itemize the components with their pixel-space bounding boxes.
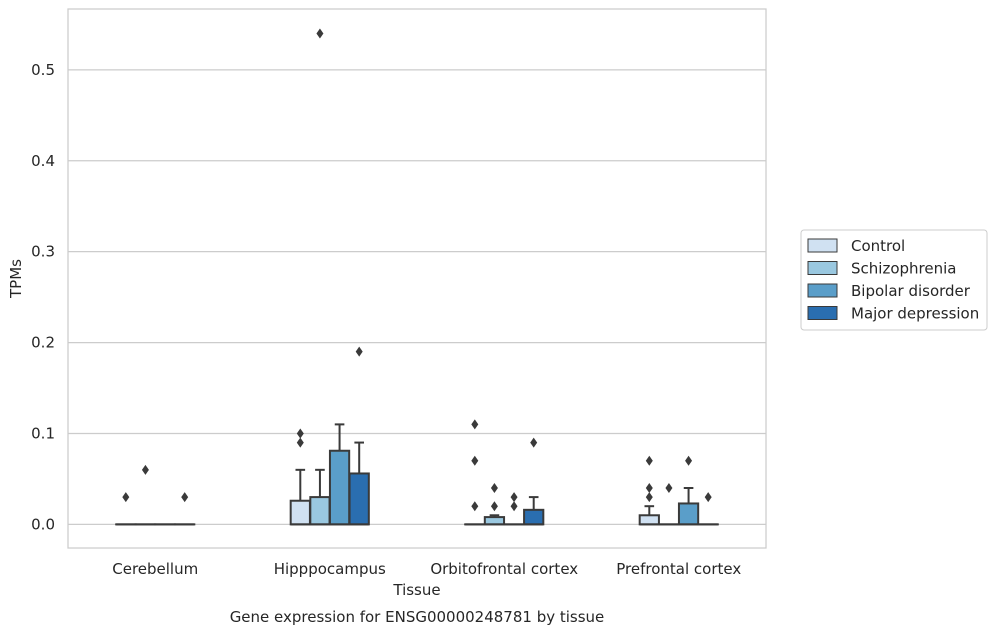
legend-frame [800, 229, 988, 331]
box-schizophrenia [134, 464, 157, 526]
box-schizophrenia [309, 28, 331, 526]
box-control [464, 419, 486, 526]
outlier-point [645, 492, 653, 503]
box-schizophrenia [658, 483, 680, 526]
box-control [115, 492, 137, 526]
legend: Control Schizophrenia Bipolar disorder Majo… [800, 229, 988, 331]
y-tick-label: 0.5 [31, 61, 55, 79]
box [348, 472, 370, 526]
box [638, 514, 660, 526]
box-bipolar-disorder [328, 423, 351, 526]
outlier-point [645, 483, 653, 494]
box-major-depression [697, 492, 719, 526]
box [483, 516, 506, 526]
box-schizophrenia [483, 483, 506, 526]
box-major-depression [523, 437, 545, 526]
outlier-point [296, 428, 304, 439]
legend-swatch [807, 238, 838, 253]
y-axis-ticks: 0.0 0.1 0.2 0.3 0.4 0.5 [31, 61, 55, 533]
box-control [289, 428, 311, 526]
box-plots [115, 28, 719, 526]
legend-swatch [807, 261, 838, 275]
plot-frame [67, 8, 767, 549]
outlier-point [316, 28, 324, 39]
box-bipolar-disorder [677, 455, 700, 526]
outlier-point [510, 501, 518, 512]
box-major-depression [348, 346, 370, 526]
outlier-point [471, 501, 479, 512]
legend-label: Bipolar disorder [851, 282, 971, 300]
box-major-depression [174, 492, 196, 526]
box [289, 499, 311, 526]
box [523, 508, 545, 526]
outlier-point [510, 492, 518, 503]
outlier-point [141, 464, 149, 475]
y-tick-label: 0.4 [31, 152, 55, 170]
outlier-point [490, 501, 498, 512]
outlier-point [122, 492, 130, 503]
box [328, 449, 351, 526]
x-axis-label: Tissue [392, 581, 440, 599]
x-axis-ticks: Cerebellum Hipppocampus Orbitofrontal cort… [112, 560, 741, 578]
grid-lines [68, 69, 766, 525]
box [677, 502, 700, 526]
y-tick-label: 0.0 [31, 515, 55, 533]
y-tick-label: 0.2 [31, 334, 55, 352]
x-tick-label: Prefrontal cortex [616, 560, 741, 578]
outlier-point [665, 483, 673, 494]
chart-caption: Gene expression for ENSG00000248781 by t… [230, 608, 605, 626]
legend-label: Control [851, 237, 905, 255]
y-axis-label: TPMs [7, 259, 25, 299]
box-bipolar-disorder [503, 492, 525, 526]
outlier-point [490, 483, 498, 494]
outlier-point [181, 492, 189, 503]
box [309, 496, 331, 526]
outlier-point [704, 492, 712, 503]
legend-swatch [807, 283, 838, 298]
y-tick-label: 0.3 [31, 243, 55, 261]
outlier-point [296, 437, 304, 448]
outlier-point [530, 437, 538, 448]
x-tick-label: Orbitofrontal cortex [430, 560, 578, 578]
legend-label: Major depression [851, 305, 979, 323]
legend-swatch [807, 306, 838, 320]
x-tick-label: Cerebellum [112, 560, 198, 578]
outlier-point [355, 346, 363, 357]
outlier-point [685, 455, 693, 466]
outlier-point [471, 455, 479, 466]
legend-label: Schizophrenia [851, 260, 956, 278]
outlier-point [471, 419, 479, 430]
outlier-point [645, 455, 653, 466]
box-control [638, 455, 660, 526]
x-tick-label: Hipppocampus [274, 560, 386, 578]
y-tick-label: 0.1 [31, 424, 55, 442]
